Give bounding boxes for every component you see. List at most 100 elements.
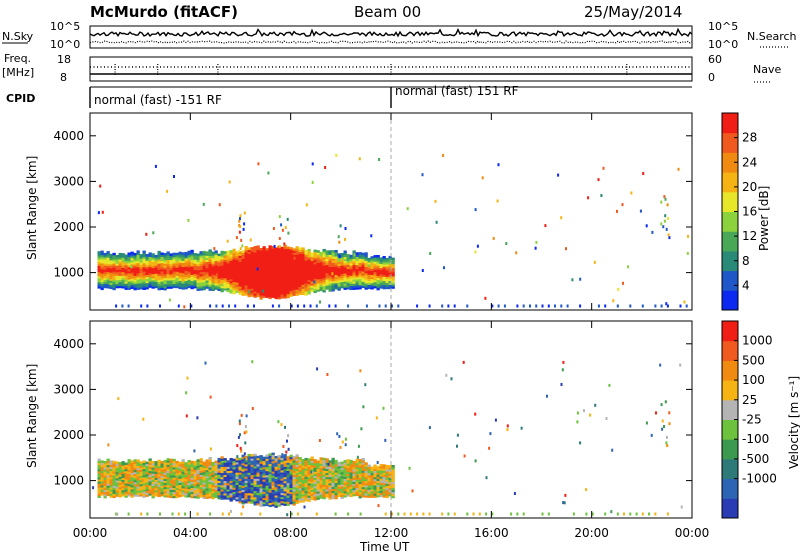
velocity-cell — [175, 483, 179, 486]
power-cell — [235, 280, 239, 283]
velocity-cell — [388, 469, 392, 472]
power-cell — [235, 255, 239, 258]
velocity-cell — [280, 476, 284, 479]
velocity-cell — [391, 489, 395, 493]
velocity-streak-cell — [287, 434, 290, 438]
power-cell — [271, 262, 275, 265]
velocity-speckle — [608, 383, 611, 387]
velocity-cell — [358, 477, 362, 480]
power-cell — [307, 261, 311, 264]
power-cell — [220, 257, 224, 260]
power-cell — [262, 293, 266, 296]
power-colorbar-tick-label: 4 — [742, 278, 750, 292]
power-cell — [289, 277, 293, 281]
velocity-cell — [100, 491, 104, 494]
power-cell — [190, 258, 194, 261]
power-speckle — [173, 175, 175, 178]
velocity-cell — [322, 480, 326, 483]
power-cell — [292, 262, 296, 266]
power-cell — [211, 265, 215, 269]
power-cell — [193, 265, 197, 268]
power-cell — [202, 259, 206, 262]
velocity-cell — [328, 466, 332, 469]
velocity-cell — [322, 472, 326, 475]
power-cell — [328, 270, 332, 274]
velocity-cell — [235, 478, 239, 481]
velocity-cell — [331, 463, 335, 467]
velocity-cell — [187, 476, 191, 479]
power-ground-cell — [616, 304, 619, 308]
power-cell — [160, 252, 164, 255]
power-cell — [364, 268, 368, 272]
power-cell — [202, 265, 206, 268]
power-cell — [292, 285, 296, 288]
velocity-speckle — [376, 461, 379, 464]
velocity-cell — [313, 494, 317, 497]
power-cell — [358, 278, 362, 282]
power-cell — [358, 266, 362, 269]
velocity-cell — [274, 462, 278, 465]
velocity-cell — [223, 460, 227, 463]
power-cell — [271, 252, 275, 255]
velocity-cell — [280, 470, 284, 473]
power-cell — [184, 280, 188, 284]
velocity-cell — [235, 480, 239, 483]
velocity-cell — [253, 500, 257, 504]
velocity-cell — [295, 470, 299, 474]
power-cell — [232, 261, 236, 264]
velocity-cell — [151, 483, 155, 486]
velocity-cell — [118, 492, 122, 496]
power-cell — [385, 274, 389, 277]
velocity-cell — [106, 468, 110, 472]
power-cell — [127, 260, 131, 264]
velocity-cell — [328, 464, 332, 467]
velocity-cell — [127, 481, 131, 485]
power-cell — [109, 284, 113, 287]
power-cell — [235, 274, 239, 277]
power-cell — [133, 254, 137, 258]
power-cell — [301, 280, 305, 283]
power-cell — [334, 287, 338, 290]
power-cell — [142, 277, 146, 280]
power-cell — [163, 265, 167, 268]
power-cell — [175, 259, 179, 262]
power-cell — [358, 260, 362, 263]
velocity-cell — [142, 460, 146, 463]
power-cell — [268, 259, 272, 263]
velocity-cell — [292, 482, 296, 486]
velocity-cell — [109, 478, 113, 482]
power-cell — [103, 252, 107, 256]
velocity-cell — [343, 480, 347, 484]
velocity-cell — [322, 464, 326, 467]
velocity-cell — [289, 456, 293, 460]
velocity-cell — [142, 464, 146, 468]
power-cell — [178, 266, 182, 269]
velocity-cell — [340, 496, 344, 499]
power-cell — [253, 276, 257, 280]
velocity-cell — [103, 475, 107, 478]
velocity-cell — [154, 483, 158, 487]
power-speckle — [474, 208, 477, 212]
velocity-cell — [313, 469, 317, 472]
velocity-cell — [265, 479, 269, 482]
power-ground-cell — [441, 304, 444, 308]
power-cell — [223, 275, 227, 279]
power-cell — [133, 273, 137, 276]
power-cell — [163, 281, 167, 285]
power-cell — [319, 286, 323, 290]
power-cell — [202, 287, 206, 291]
power-cell — [112, 261, 116, 264]
velocity-colorbar-tick-label: -25 — [742, 413, 762, 427]
power-speckle — [515, 251, 518, 255]
power-cell — [154, 261, 158, 264]
power-cell — [157, 255, 161, 258]
velocity-ground-cell — [184, 512, 187, 516]
velocity-cell — [199, 462, 203, 465]
power-cell — [316, 252, 320, 255]
velocity-cell — [103, 477, 107, 480]
velocity-ground-cell — [391, 512, 393, 516]
power-cell — [295, 270, 299, 274]
power-cell — [307, 265, 311, 268]
velocity-colorbar-tick-label: -1000 — [742, 472, 777, 486]
velocity-cell — [178, 486, 182, 489]
